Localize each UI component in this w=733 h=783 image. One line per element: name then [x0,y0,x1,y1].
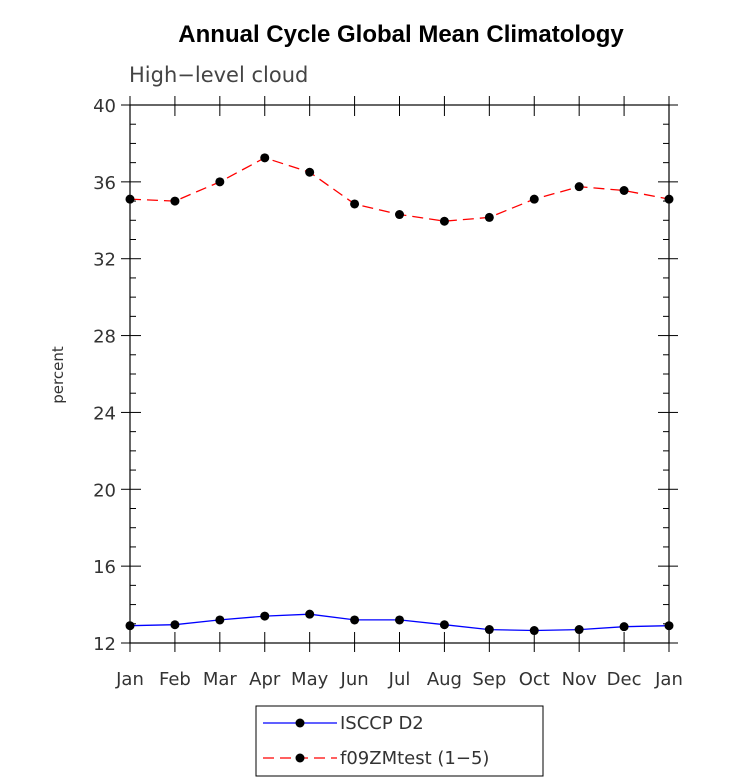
x-tick-label: Oct [519,669,550,690]
plot-frame [129,104,670,644]
y-tick-label: 32 [93,250,116,271]
series-1-point [664,194,674,204]
x-tick-label: May [291,669,329,690]
x-tick-labels: Jan Feb Mar Apr May Jun Jul Aug Sep Oct Nov Dec Jan [115,669,683,690]
series-0-point [664,621,674,631]
x-tick-label: Jun [340,669,369,690]
series-0-point [350,615,360,625]
legend-label-isccp: ISCCP D2 [340,713,424,734]
series-1-point [350,199,360,209]
x-tick-label: Jul [388,669,411,690]
x-tick-label: Mar [203,669,238,690]
series-0-point [439,620,449,630]
x-tick-label: Dec [607,669,642,690]
series-0-point [529,626,539,636]
series-1-point [125,194,135,204]
x-tick-label: Jan [654,669,683,690]
chart-subtitle: High−level cloud [129,63,308,87]
y-tick-label: 36 [93,173,116,194]
series-0-point [619,622,629,632]
legend-label-model: f09ZMtest (1−5) [340,748,489,769]
series-1-point [619,186,629,196]
y-tick-labels: 12 16 20 24 28 32 36 40 [93,96,116,655]
series-1-point [305,167,315,177]
series-0-point [215,615,225,625]
series-0-point [395,615,404,625]
chart-title: Annual Cycle Global Mean Climatology [178,21,624,48]
series-0-point [484,625,494,635]
y-tick-label: 40 [93,96,116,117]
legend-box [255,705,544,777]
y-tick-label: 16 [93,557,116,578]
series-1-point [484,212,494,222]
y-tick-label: 24 [93,403,116,424]
legend-marker-isccp [295,718,305,728]
y-tick-label: 12 [93,634,116,655]
x-tick-label: Jan [115,669,144,690]
x-tick-label: Feb [159,669,191,690]
series-1-point [529,194,539,204]
x-tick-label: Sep [472,669,506,690]
x-tick-label: Aug [427,669,462,690]
series-layer [125,153,674,636]
series-1-point [260,153,270,163]
y-tick-label: 28 [93,327,116,348]
x-tick-label: Apr [249,669,281,690]
series-0-point [260,611,270,621]
x-tick-label: Nov [562,669,597,690]
series-1-point [439,216,449,226]
legend-marker-model [295,753,305,763]
series-0-point [305,609,315,619]
y-axis-label: percent [49,346,67,404]
series-0-point [170,620,180,630]
legend: ISCCP D2 f09ZMtest (1−5) [255,705,544,777]
series-1-point [170,196,180,206]
series-0-point [574,625,584,635]
axis-ticks [121,96,678,652]
y-tick-label: 20 [93,480,116,501]
series-1-point [215,177,225,187]
series-0-point [125,621,135,631]
series-1-point [395,210,404,220]
series-1-point [574,182,584,192]
